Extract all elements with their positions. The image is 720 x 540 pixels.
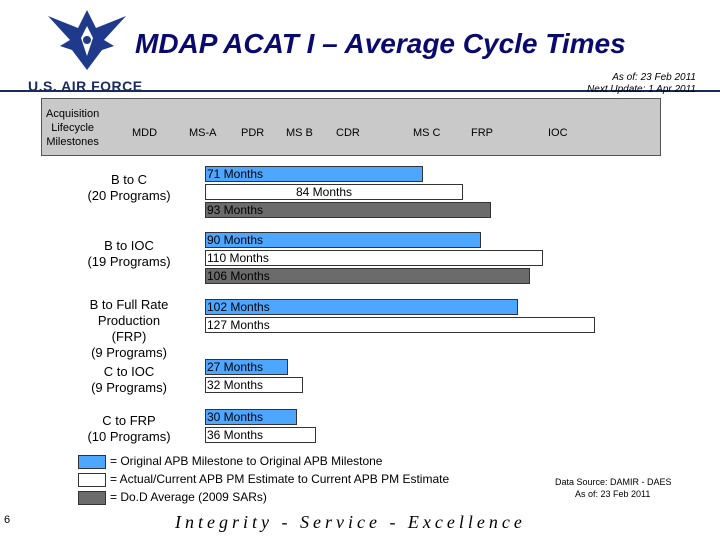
bar-data-label: 110 Months — [207, 251, 269, 265]
bar-data-label: 102 Months — [207, 300, 270, 314]
milestone-pdr: PDR — [241, 127, 265, 139]
category-label-line: (19 Programs) — [87, 254, 171, 269]
bar — [205, 166, 423, 182]
category-label-line: C to IOC — [103, 364, 155, 379]
legend-dod-average: = Do.D Average (2009 SARs) — [110, 490, 267, 504]
bar-data-label: 30 Months — [207, 410, 264, 424]
category-label-line: Production — [97, 313, 161, 328]
milestone-ioc: IOC — [548, 127, 568, 139]
milestone-ms-a: MS-A — [189, 127, 217, 139]
legend-original: = Original APB Milestone to Original APB… — [110, 454, 383, 468]
category-label-line: B to IOC — [104, 238, 154, 253]
category-label-line: (10 Programs) — [87, 429, 171, 444]
bar — [205, 317, 595, 333]
milestone-row-label-line: Acquisition — [46, 108, 100, 120]
bar — [205, 232, 481, 248]
title-divider — [0, 90, 720, 92]
milestone-header: Acquisition Lifecycle Milestones MDD MS-… — [41, 98, 661, 156]
category-label: B to IOC (19 Programs) — [76, 238, 182, 270]
air-force-logo — [48, 10, 126, 70]
milestone-row-label-line: Lifecycle — [51, 122, 94, 134]
as-of-date: As of: 23 Feb 2011 — [612, 72, 696, 83]
bar — [205, 427, 316, 443]
bar-data-label: 90 Months — [207, 233, 264, 247]
data-source: Data Source: DAMIR - DAES — [555, 477, 672, 487]
category-label-line: B to C — [110, 172, 148, 187]
milestone-cdr: CDR — [336, 127, 360, 139]
milestone-ms-b: MS B — [286, 127, 313, 139]
bar-data-label: 106 Months — [207, 269, 270, 283]
bar-data-label: 127 Months — [207, 318, 270, 332]
category-label: C to FRP (10 Programs) — [76, 413, 182, 445]
category-label: B to C (20 Programs) — [76, 172, 182, 204]
bar — [205, 250, 543, 266]
legend-current: = Actual/Current APB PM Estimate to Curr… — [110, 472, 450, 486]
category-label-line: B to Full Rate — [89, 297, 169, 312]
category-label-line: C to FRP — [102, 413, 156, 428]
legend-swatch-dod-average — [78, 491, 106, 505]
footer-motto: Integrity - Service - Excellence — [175, 512, 526, 532]
bar — [205, 299, 518, 315]
bar-data-label: 93 Months — [207, 203, 264, 217]
category-label-line: (9 Programs) — [91, 380, 167, 395]
bar-data-label: 32 Months — [207, 378, 264, 392]
bar — [205, 377, 303, 393]
bar-data-label: 71 Months — [207, 167, 264, 181]
bar — [205, 409, 297, 425]
bar-data-label: 27 Months — [207, 360, 264, 374]
milestone-frp: FRP — [471, 127, 493, 139]
legend-swatch-original — [78, 455, 106, 469]
category-label-line: (9 Programs) — [91, 345, 167, 360]
category-label-line: (FRP) — [111, 329, 147, 344]
page-title: MDAP ACAT I – Average Cycle Times — [135, 28, 626, 59]
milestone-row-label: Acquisition Lifecycle Milestones — [46, 107, 99, 149]
legend-swatch-current — [78, 473, 106, 487]
data-source-date: As of: 23 Feb 2011 — [575, 489, 651, 499]
next-update-date: Next Update: 1 Apr 2011 — [587, 84, 696, 95]
bar — [205, 202, 491, 218]
bar — [205, 184, 463, 200]
milestone-row-label-line: Milestones — [46, 136, 99, 148]
bar — [205, 359, 288, 375]
bar — [205, 268, 530, 284]
category-label-line: (20 Programs) — [87, 188, 171, 203]
category-label: B to Full Rate Production (FRP) (9 Programs… — [76, 297, 182, 361]
milestone-ms-c: MS C — [413, 127, 441, 139]
bar-data-label: 84 Months — [296, 185, 353, 199]
slide-number: 6 — [4, 514, 11, 526]
category-label: C to IOC (9 Programs) — [76, 364, 182, 396]
milestone-mdd: MDD — [132, 127, 158, 139]
bar-data-label: 36 Months — [207, 428, 264, 442]
